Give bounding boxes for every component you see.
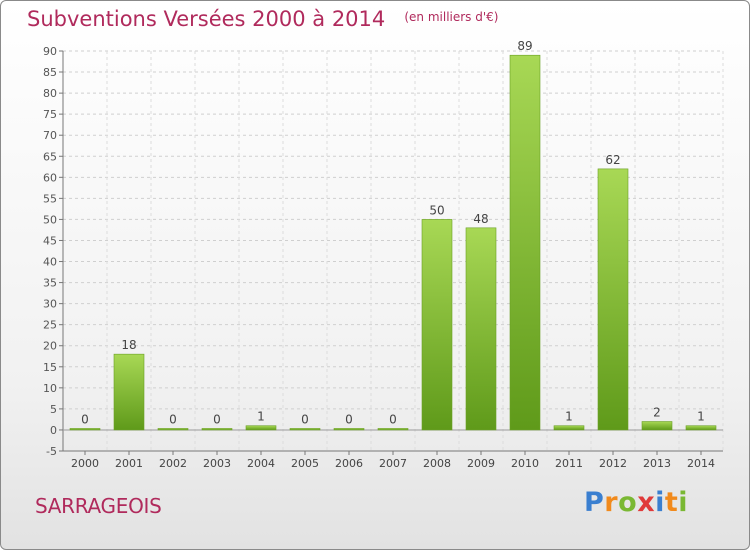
logo-letter: i <box>655 487 665 518</box>
x-tick-label: 2006 <box>335 457 363 470</box>
y-tick-label: 15 <box>43 361 57 374</box>
bar <box>69 428 101 431</box>
bar-value-label: 0 <box>169 412 177 426</box>
bar-value-label: 0 <box>345 412 353 426</box>
logo-letter: o <box>618 487 638 518</box>
logo-letter: r <box>604 487 619 518</box>
y-tick-label: -5 <box>46 445 57 458</box>
y-tick-label: 40 <box>43 256 57 269</box>
bar <box>157 428 189 431</box>
x-tick-label: 2009 <box>467 457 495 470</box>
y-tick-label: 85 <box>43 66 57 79</box>
x-tick-label: 2004 <box>247 457 275 470</box>
bar-value-label: 0 <box>213 412 221 426</box>
y-tick-label: 5 <box>50 403 57 416</box>
bar <box>597 168 629 431</box>
bar <box>421 219 453 431</box>
bar-value-label: 48 <box>473 212 488 226</box>
bar <box>553 425 585 431</box>
y-tick-label: 80 <box>43 87 57 100</box>
y-tick-label: 70 <box>43 129 57 142</box>
bar-value-label: 50 <box>429 203 444 217</box>
logo-letter: P <box>584 487 605 518</box>
bar <box>333 428 365 431</box>
y-tick-label: 20 <box>43 340 57 353</box>
bar <box>377 428 409 431</box>
chart-subtitle: (en milliers d'€) <box>404 10 499 24</box>
commune-name: SARRAGEOIS <box>35 494 162 518</box>
y-tick-label: 55 <box>43 192 57 205</box>
bar-value-label: 1 <box>565 410 573 424</box>
x-tick-label: 2008 <box>423 457 451 470</box>
bar <box>289 428 321 431</box>
logo-letter: i <box>678 487 689 518</box>
title-row: Subventions Versées 2000 à 2014 (en mill… <box>27 7 498 31</box>
bar-value-label: 18 <box>121 338 136 352</box>
x-tick-label: 2014 <box>687 457 715 470</box>
x-tick-label: 2002 <box>159 457 187 470</box>
x-tick-label: 2012 <box>599 457 627 470</box>
bar <box>201 428 233 431</box>
x-tick-label: 2010 <box>511 457 539 470</box>
bar-value-label: 1 <box>697 410 705 424</box>
y-tick-label: 65 <box>43 150 57 163</box>
x-tick-label: 2005 <box>291 457 319 470</box>
y-tick-label: 10 <box>43 382 57 395</box>
proxiti-logo: Proxiti <box>584 487 688 518</box>
y-tick-label: 50 <box>43 213 57 226</box>
y-tick-label: 35 <box>43 277 57 290</box>
bar-value-label: 2 <box>653 406 661 420</box>
y-tick-label: 90 <box>43 45 57 58</box>
bar <box>245 425 277 431</box>
x-tick-label: 2013 <box>643 457 671 470</box>
bar-value-label: 1 <box>257 410 265 424</box>
logo-letter: t <box>664 487 679 518</box>
y-tick-label: 45 <box>43 234 57 247</box>
y-tick-label: 30 <box>43 298 57 311</box>
bar-value-label: 89 <box>517 39 532 53</box>
bar <box>685 425 717 431</box>
y-tick-label: 0 <box>50 424 57 437</box>
bar-value-label: 62 <box>605 153 620 167</box>
y-tick-label: 75 <box>43 108 57 121</box>
chart-title: Subventions Versées 2000 à 2014 <box>27 7 386 31</box>
x-tick-label: 2007 <box>379 457 407 470</box>
bar-value-label: 0 <box>301 412 309 426</box>
bar <box>465 227 497 431</box>
bar <box>641 421 673 431</box>
bar <box>509 54 541 431</box>
x-tick-label: 2011 <box>555 457 583 470</box>
logo-letter: x <box>637 487 656 518</box>
bar <box>113 353 145 431</box>
bar-value-label: 0 <box>389 412 397 426</box>
y-tick-label: 25 <box>43 319 57 332</box>
bar-value-label: 0 <box>81 412 89 426</box>
x-tick-label: 2003 <box>203 457 231 470</box>
x-tick-label: 2000 <box>71 457 99 470</box>
y-tick-label: 60 <box>43 171 57 184</box>
x-tick-label: 2001 <box>115 457 143 470</box>
